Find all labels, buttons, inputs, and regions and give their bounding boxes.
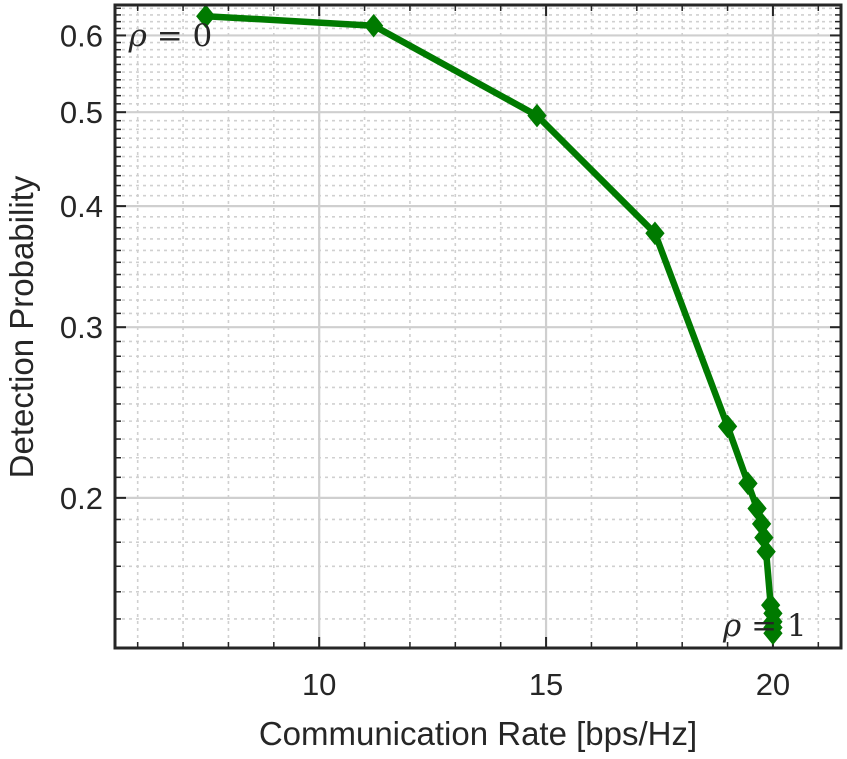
data-point-marker (738, 471, 758, 496)
data-point-marker (196, 4, 216, 29)
x-tick-label: 20 (756, 667, 790, 702)
series-line (202, 12, 777, 637)
annotation-rho-symbol: ρ (722, 608, 741, 644)
annotation-rho-value: = 0 (147, 18, 212, 54)
annot-layer: ρ = 0ρ = 1 (128, 18, 807, 644)
y-tick-label: 0.3 (60, 310, 103, 345)
data-point-marker (527, 103, 547, 128)
annotation-rho-1: ρ = 1 (722, 608, 807, 644)
annotation-rho-value: = 1 (741, 608, 806, 644)
x-tick-label: 10 (302, 667, 336, 702)
label-layer: 10 15 20 0.2 0.3 0.4 0.5 0.6 (60, 18, 790, 702)
grid-layer (115, 5, 841, 648)
data-point-marker (717, 414, 738, 439)
annotation-rho-0: ρ = 0 (128, 18, 213, 54)
annotation-rho-symbol: ρ (128, 18, 147, 54)
data-point-marker (756, 539, 776, 564)
y-tick-label: 0.2 (60, 481, 103, 516)
data-point-marker (763, 621, 783, 646)
data-point-marker (363, 13, 384, 38)
plot-frame (113, 3, 843, 650)
data-point-marker (645, 221, 665, 246)
y-axis-title: Detection Probability (3, 175, 40, 478)
y-tick-label: 0.5 (60, 95, 103, 130)
y-tick-label: 0.4 (60, 189, 103, 224)
series-layer (196, 4, 783, 646)
y-tick-label: 0.6 (60, 18, 103, 53)
x-axis-title: Communication Rate [bps/Hz] (259, 715, 697, 752)
x-tick-label: 15 (529, 667, 563, 702)
